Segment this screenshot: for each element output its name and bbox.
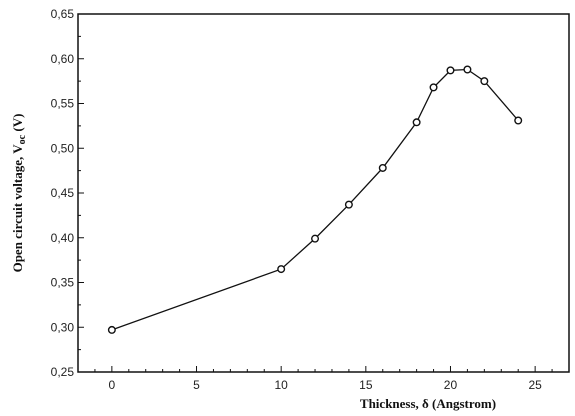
data-point bbox=[107, 325, 116, 334]
series-line bbox=[111, 68, 519, 331]
y-tick-label: 0,25 bbox=[51, 365, 75, 379]
y-tick-label: 0,60 bbox=[51, 52, 75, 66]
y-tick-label: 0,35 bbox=[51, 276, 75, 290]
y-tick-label: 0,65 bbox=[51, 7, 75, 21]
data-point bbox=[311, 234, 320, 243]
data-point bbox=[429, 83, 438, 92]
data-point bbox=[412, 118, 421, 127]
x-tick-label: 15 bbox=[359, 378, 373, 392]
y-tick-label: 0,50 bbox=[51, 141, 75, 155]
y-tick-label: 0,40 bbox=[51, 231, 75, 245]
y-tick-label: 0,55 bbox=[51, 97, 75, 111]
x-axis: 0 5 10 15 20 25 bbox=[77, 366, 570, 392]
x-tick-label: 10 bbox=[274, 378, 288, 392]
y-tick-label: 0,45 bbox=[51, 186, 75, 200]
y-axis-title: Open circuit voltage, Voc (V) bbox=[10, 114, 28, 273]
data-point bbox=[277, 265, 286, 274]
x-tick-label: 25 bbox=[528, 378, 542, 392]
data-points bbox=[107, 65, 523, 334]
data-point bbox=[446, 66, 455, 75]
x-tick-label: 0 bbox=[109, 378, 116, 392]
x-tick-label: 5 bbox=[193, 378, 200, 392]
data-point bbox=[514, 116, 523, 125]
data-point bbox=[344, 200, 353, 209]
data-point bbox=[480, 77, 489, 86]
data-point bbox=[463, 65, 472, 74]
x-tick-label: 20 bbox=[444, 378, 458, 392]
plot-frame bbox=[77, 13, 570, 373]
x-axis-title: Thickness, δ (Angstrom) bbox=[360, 396, 496, 411]
y-axis: 0,25 0,30 0,35 0,40 0,45 0,50 0,55 0,60 0,65 bbox=[51, 7, 84, 379]
data-point bbox=[378, 163, 387, 172]
y-tick-label: 0,30 bbox=[51, 320, 75, 334]
